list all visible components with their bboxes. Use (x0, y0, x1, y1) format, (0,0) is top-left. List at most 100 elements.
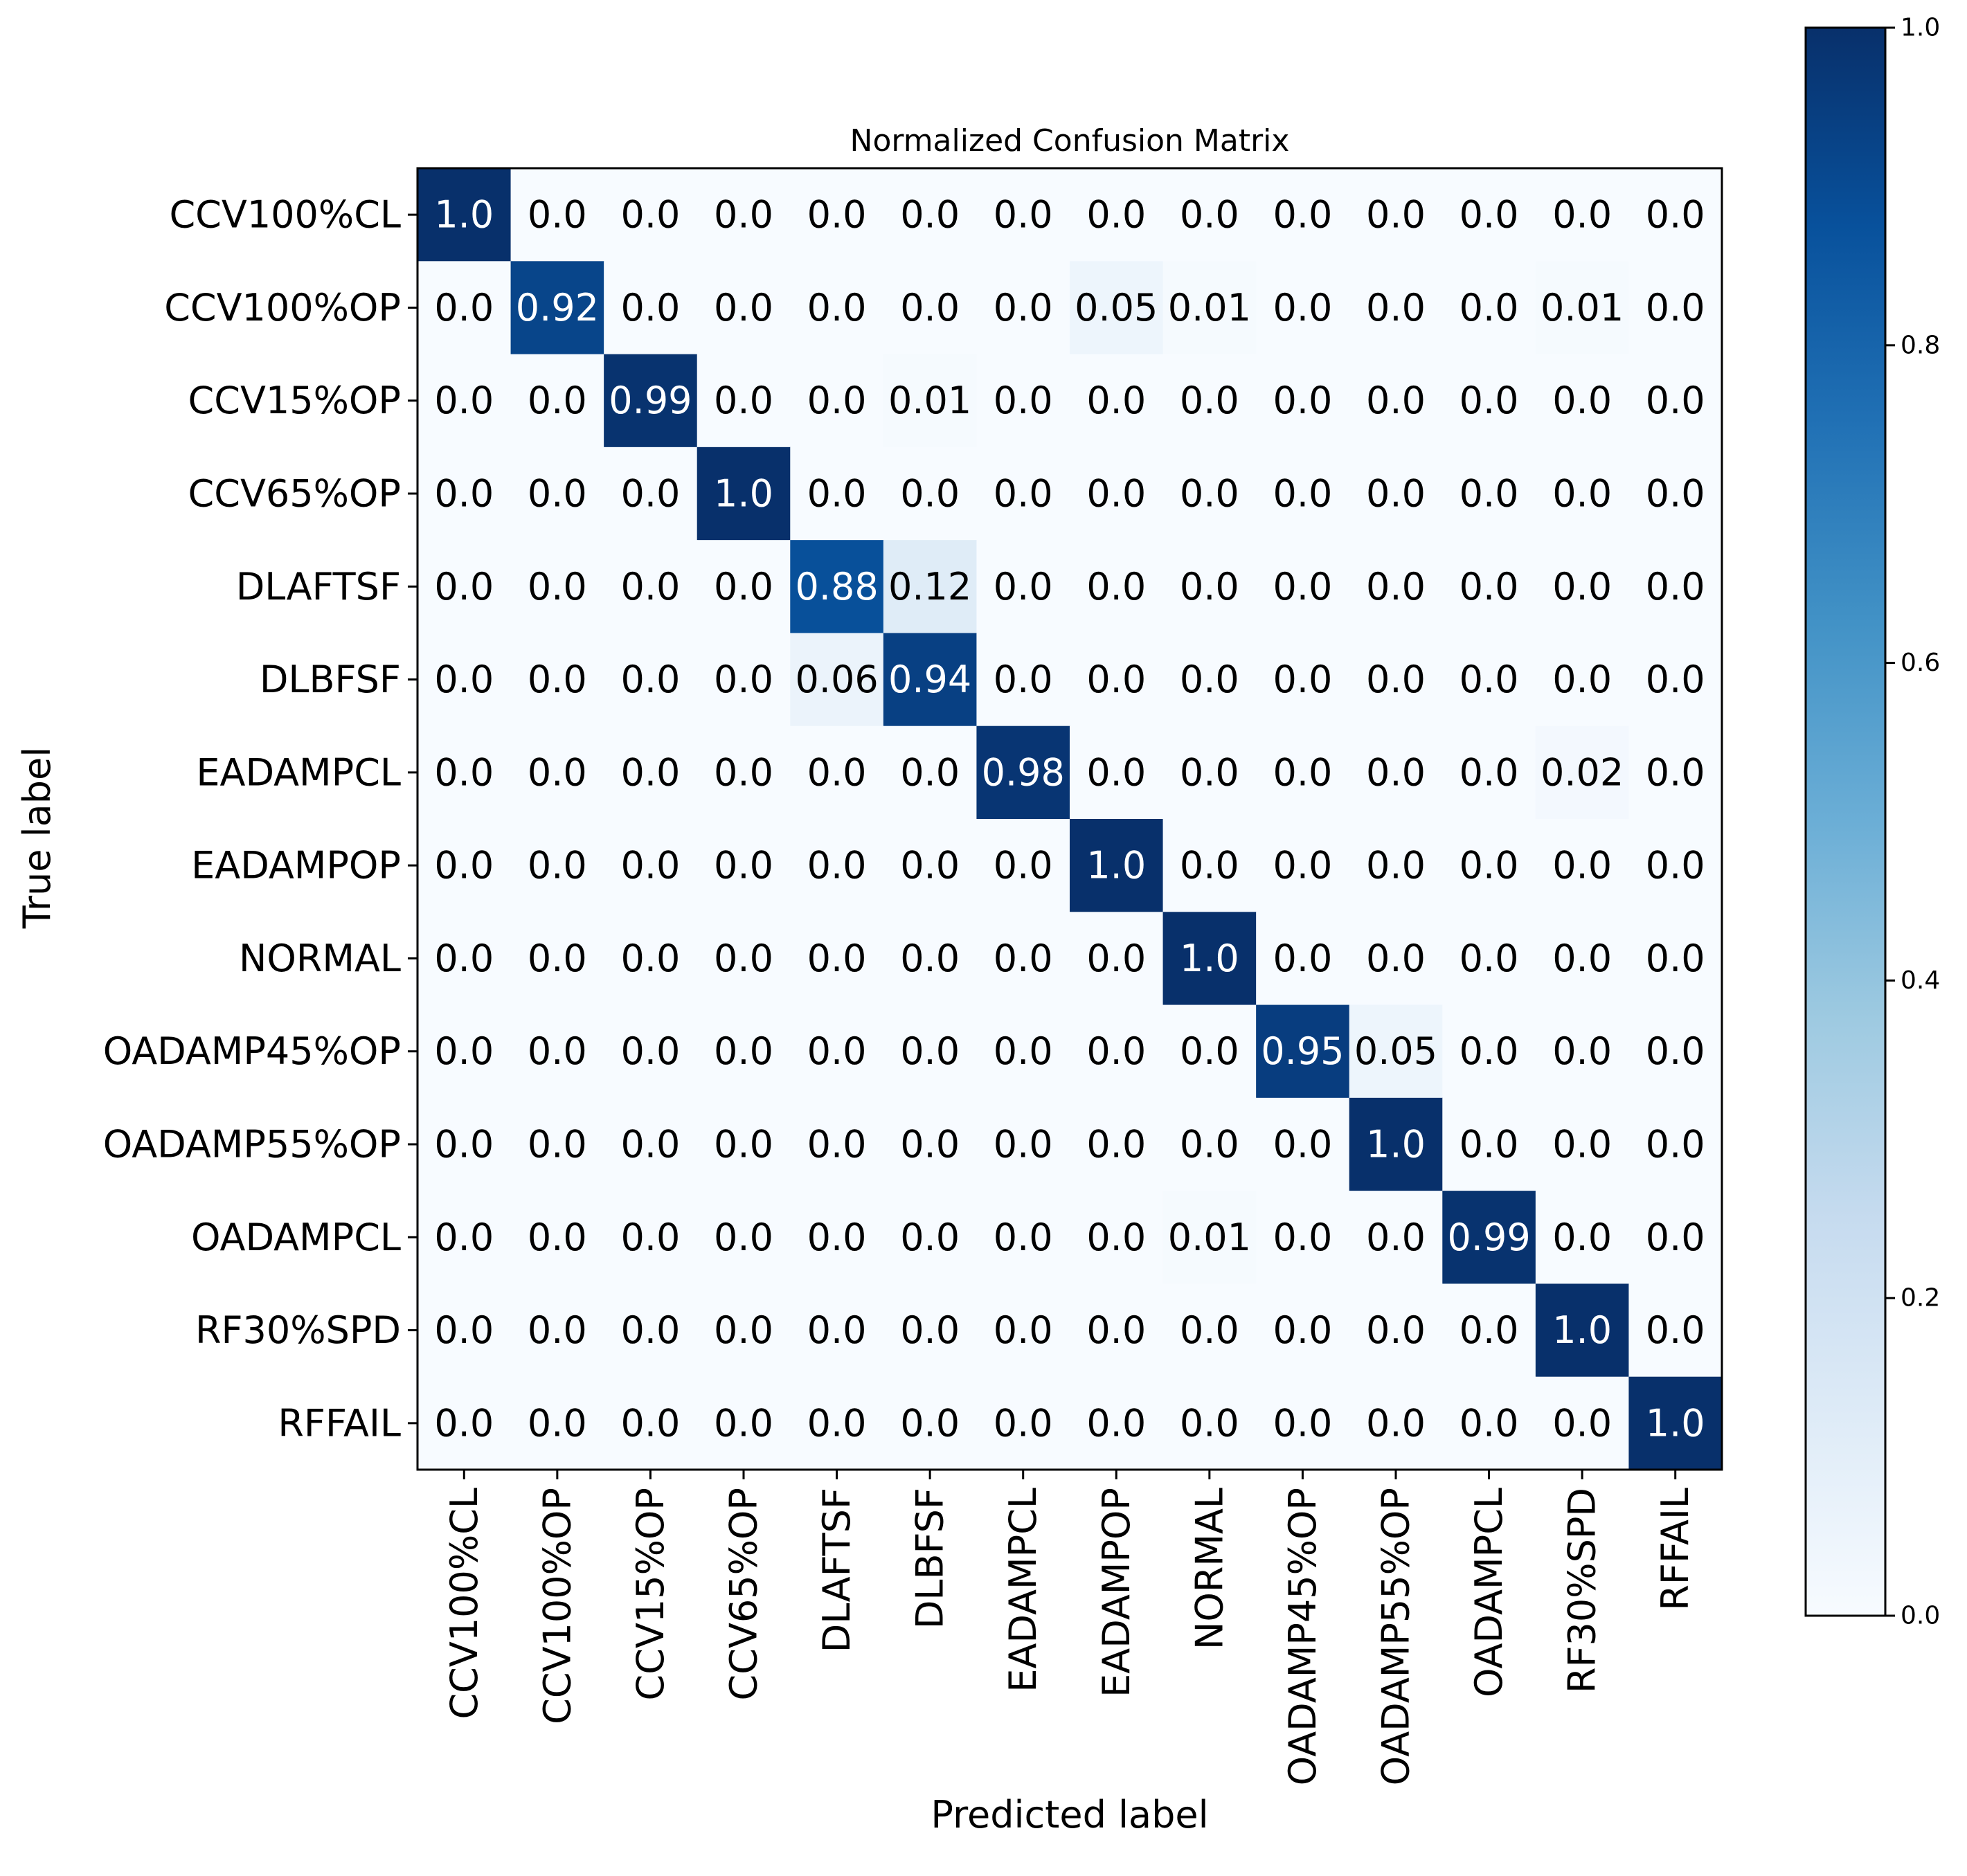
cell-value-13-10: 0.0 (1366, 1401, 1426, 1445)
cell-value-3-6: 0.0 (994, 472, 1053, 516)
cell-value-10-6: 0.0 (994, 1123, 1053, 1166)
cell-2-6 (976, 354, 1070, 448)
cell-7-12 (1535, 819, 1630, 912)
cell-6-8 (1162, 725, 1257, 820)
x-tick-label-7: EADAMPOP (1095, 1488, 1138, 1697)
cell-10-8 (1162, 1097, 1257, 1191)
cell-value-13-8: 0.0 (1180, 1401, 1239, 1445)
cell-value-0-0: 1.0 (434, 193, 494, 237)
cell-value-9-3: 0.0 (714, 1029, 773, 1073)
cell-value-5-7: 0.0 (1086, 658, 1146, 701)
cell-2-1 (510, 354, 604, 448)
cell-value-13-2: 0.0 (620, 1401, 680, 1445)
cell-value-3-13: 0.0 (1646, 472, 1705, 516)
cell-2-5 (883, 354, 978, 448)
cell-value-8-8: 1.0 (1180, 937, 1239, 980)
cell-value-9-6: 0.0 (994, 1029, 1053, 1073)
cell-value-12-6: 0.0 (994, 1308, 1053, 1352)
cell-9-2 (604, 1004, 698, 1099)
cell-9-7 (1070, 1004, 1164, 1099)
cell-value-6-5: 0.0 (900, 750, 960, 794)
cell-5-5 (883, 633, 978, 727)
cell-value-10-5: 0.0 (900, 1123, 960, 1166)
cell-3-5 (883, 447, 978, 541)
cell-12-13 (1628, 1283, 1723, 1378)
y-tick-label-11: OADAMPCL (191, 1216, 401, 1259)
cell-11-2 (604, 1191, 698, 1285)
cell-2-3 (697, 354, 791, 448)
cell-value-13-1: 0.0 (528, 1401, 587, 1445)
cell-1-13 (1628, 261, 1723, 355)
cell-7-10 (1349, 819, 1443, 912)
cell-1-12 (1535, 261, 1630, 355)
cell-value-13-4: 0.0 (807, 1401, 867, 1445)
cell-value-5-9: 0.0 (1273, 658, 1332, 701)
cell-value-10-9: 0.0 (1273, 1123, 1332, 1166)
cell-value-6-12: 0.02 (1541, 750, 1624, 794)
colorbar-tick-label-5: 1.0 (1901, 14, 1940, 42)
cell-value-5-0: 0.0 (434, 658, 494, 701)
cell-value-2-0: 0.0 (434, 379, 494, 422)
x-axis: CCV100%CL CCV100%OP CCV15%OP CCV65%OP DLAFTS… (442, 1470, 1697, 1785)
cell-6-9 (1256, 725, 1350, 820)
cell-7-11 (1442, 819, 1536, 912)
cell-3-10 (1349, 447, 1443, 541)
cell-11-12 (1535, 1191, 1630, 1285)
cell-value-11-11: 0.99 (1447, 1216, 1530, 1259)
cell-value-11-13: 0.0 (1646, 1216, 1705, 1259)
x-tick-label-5: DLBFSF (908, 1488, 952, 1629)
cell-10-3 (697, 1097, 791, 1191)
cell-value-9-12: 0.0 (1552, 1029, 1612, 1073)
cell-0-13 (1628, 168, 1723, 262)
cell-value-12-2: 0.0 (620, 1308, 680, 1352)
cell-2-10 (1349, 354, 1443, 448)
cell-10-1 (510, 1097, 604, 1191)
x-tick-label-9: OADAMP45%OP (1281, 1488, 1324, 1785)
cell-5-12 (1535, 633, 1630, 727)
cell-value-2-8: 0.0 (1180, 379, 1239, 422)
x-tick-label-10: OADAMP55%OP (1374, 1488, 1418, 1785)
cell-12-1 (510, 1283, 604, 1378)
cell-value-12-12: 1.0 (1552, 1308, 1612, 1352)
cell-8-9 (1256, 912, 1350, 1006)
x-tick-label-12: RF30%SPD (1561, 1488, 1604, 1693)
cell-value-3-1: 0.0 (528, 472, 587, 516)
cell-value-2-12: 0.0 (1552, 379, 1612, 422)
cell-8-11 (1442, 912, 1536, 1006)
cell-value-7-0: 0.0 (434, 844, 494, 887)
cell-value-8-4: 0.0 (807, 937, 867, 980)
cell-value-1-6: 0.0 (994, 286, 1053, 330)
cell-value-3-9: 0.0 (1273, 472, 1332, 516)
cell-3-3 (697, 447, 791, 541)
cell-value-7-2: 0.0 (620, 844, 680, 887)
cell-value-10-11: 0.0 (1459, 1123, 1519, 1166)
cell-value-3-4: 0.0 (807, 472, 867, 516)
cell-9-4 (790, 1004, 884, 1099)
cell-value-6-11: 0.0 (1459, 750, 1519, 794)
cell-value-1-7: 0.05 (1075, 286, 1158, 330)
cell-value-10-0: 0.0 (434, 1123, 494, 1166)
cell-8-4 (790, 912, 884, 1006)
cell-2-4 (790, 354, 884, 448)
cell-value-9-5: 0.0 (900, 1029, 960, 1073)
cell-10-11 (1442, 1097, 1536, 1191)
cell-12-3 (697, 1283, 791, 1378)
cell-9-5 (883, 1004, 978, 1099)
cell-10-7 (1070, 1097, 1164, 1191)
cell-value-8-11: 0.0 (1459, 937, 1519, 980)
cell-value-4-1: 0.0 (528, 565, 587, 608)
cell-value-7-3: 0.0 (714, 844, 773, 887)
cell-value-6-9: 0.0 (1273, 750, 1332, 794)
cell-value-6-10: 0.0 (1366, 750, 1426, 794)
cell-12-2 (604, 1283, 698, 1378)
cell-value-0-9: 0.0 (1273, 193, 1332, 237)
colorbar-tick-label-1: 0.2 (1901, 1284, 1940, 1313)
cell-11-6 (976, 1191, 1070, 1285)
colorbar-tick-label-3: 0.6 (1901, 649, 1940, 677)
cell-1-4 (790, 261, 884, 355)
cell-4-13 (1628, 540, 1723, 634)
cell-value-8-1: 0.0 (528, 937, 587, 980)
cell-4-10 (1349, 540, 1443, 634)
cell-13-0 (417, 1376, 512, 1470)
